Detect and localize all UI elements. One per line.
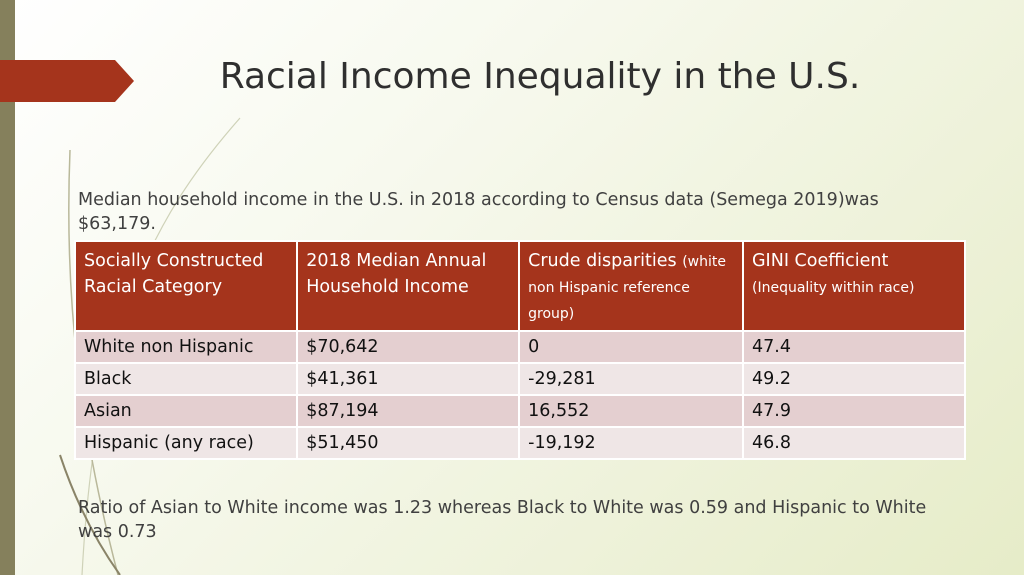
table-row: White non Hispanic $70,642 0 47.4	[73, 330, 966, 364]
bullet-text: Ratio of Asian to White income was 1.23 …	[78, 498, 927, 542]
table-header-row: Socially Constructed Racial Category 201…	[73, 240, 966, 332]
header-crude-disparities: Crude disparities (white non Hispanic re…	[518, 240, 744, 332]
cell-income: $41,361	[296, 362, 521, 396]
left-accent-bar	[0, 0, 15, 575]
cell-income: $51,450	[296, 426, 521, 460]
decor-curve-dark	[59, 454, 121, 575]
cell-disparity: 0	[518, 330, 744, 364]
title-arrow-tab	[0, 60, 134, 102]
cell-gini: 47.9	[742, 394, 966, 428]
header-racial-category: Socially Constructed Racial Category	[73, 240, 299, 332]
header-gini-coefficient: GINI Coefficient (Inequality within race)	[742, 240, 966, 332]
cell-gini: 46.8	[742, 426, 966, 460]
table-row: Black $41,361 -29,281 49.2	[73, 362, 966, 396]
cell-category: White non Hispanic	[73, 330, 299, 364]
cell-income: $87,194	[296, 394, 521, 428]
cell-gini: 49.2	[742, 362, 966, 396]
cell-category: Black	[73, 362, 299, 396]
cell-disparity: 16,552	[518, 394, 744, 428]
bullet-text: Median household income in the U.S. in 2…	[78, 190, 879, 234]
cell-disparity: -29,281	[518, 362, 744, 396]
cell-disparity: -19,192	[518, 426, 744, 460]
cell-category: Hispanic (any race)	[73, 426, 299, 460]
header-median-income: 2018 Median Annual Household Income	[296, 240, 521, 332]
income-table: Socially Constructed Racial Category 201…	[73, 240, 966, 460]
table-row: Hispanic (any race) $51,450 -19,192 46.8	[73, 426, 966, 460]
cell-category: Asian	[73, 394, 299, 428]
cell-gini: 47.4	[742, 330, 966, 364]
table-row: Asian $87,194 16,552 47.9	[73, 394, 966, 428]
slide-title: Racial Income Inequality in the U.S.	[219, 56, 861, 97]
cell-income: $70,642	[296, 330, 521, 364]
